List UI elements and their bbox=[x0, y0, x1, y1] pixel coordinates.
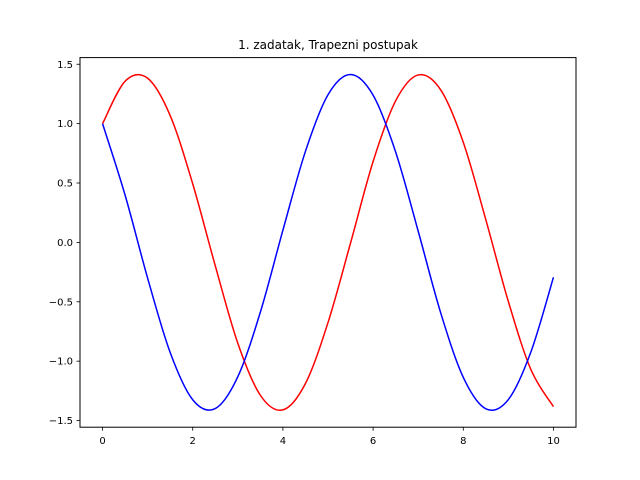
plot-area-frame bbox=[79, 57, 577, 428]
x-tick-label: 6 bbox=[370, 436, 376, 447]
y-tick-label: −1.5 bbox=[49, 416, 73, 427]
x-tick-label: 2 bbox=[190, 436, 196, 447]
y-tick-label: −1.0 bbox=[49, 357, 73, 368]
x-tick-label: 4 bbox=[280, 436, 286, 447]
y-tick-label: 0.5 bbox=[57, 179, 73, 190]
y-tick-label: 1.0 bbox=[57, 119, 73, 130]
series-line-2 bbox=[101, 73, 555, 411]
x-tick-label: 0 bbox=[99, 436, 105, 447]
y-tick-label: 1.5 bbox=[57, 60, 73, 71]
series-line-1 bbox=[101, 73, 555, 411]
series-layer bbox=[101, 73, 555, 411]
y-tick-label: −0.5 bbox=[49, 297, 73, 308]
x-tick-label: 10 bbox=[547, 436, 560, 447]
chart-title: 1. zadatak, Trapezni postupak bbox=[238, 38, 418, 52]
y-tick-label: 0.0 bbox=[57, 238, 73, 249]
x-tick-label: 8 bbox=[460, 436, 466, 447]
x-axis-ticks: 0 2 4 6 8 10 bbox=[99, 427, 560, 447]
y-axis-ticks: −1.5 −1.0 −0.5 0.0 0.5 1.0 1.5 bbox=[49, 60, 80, 427]
